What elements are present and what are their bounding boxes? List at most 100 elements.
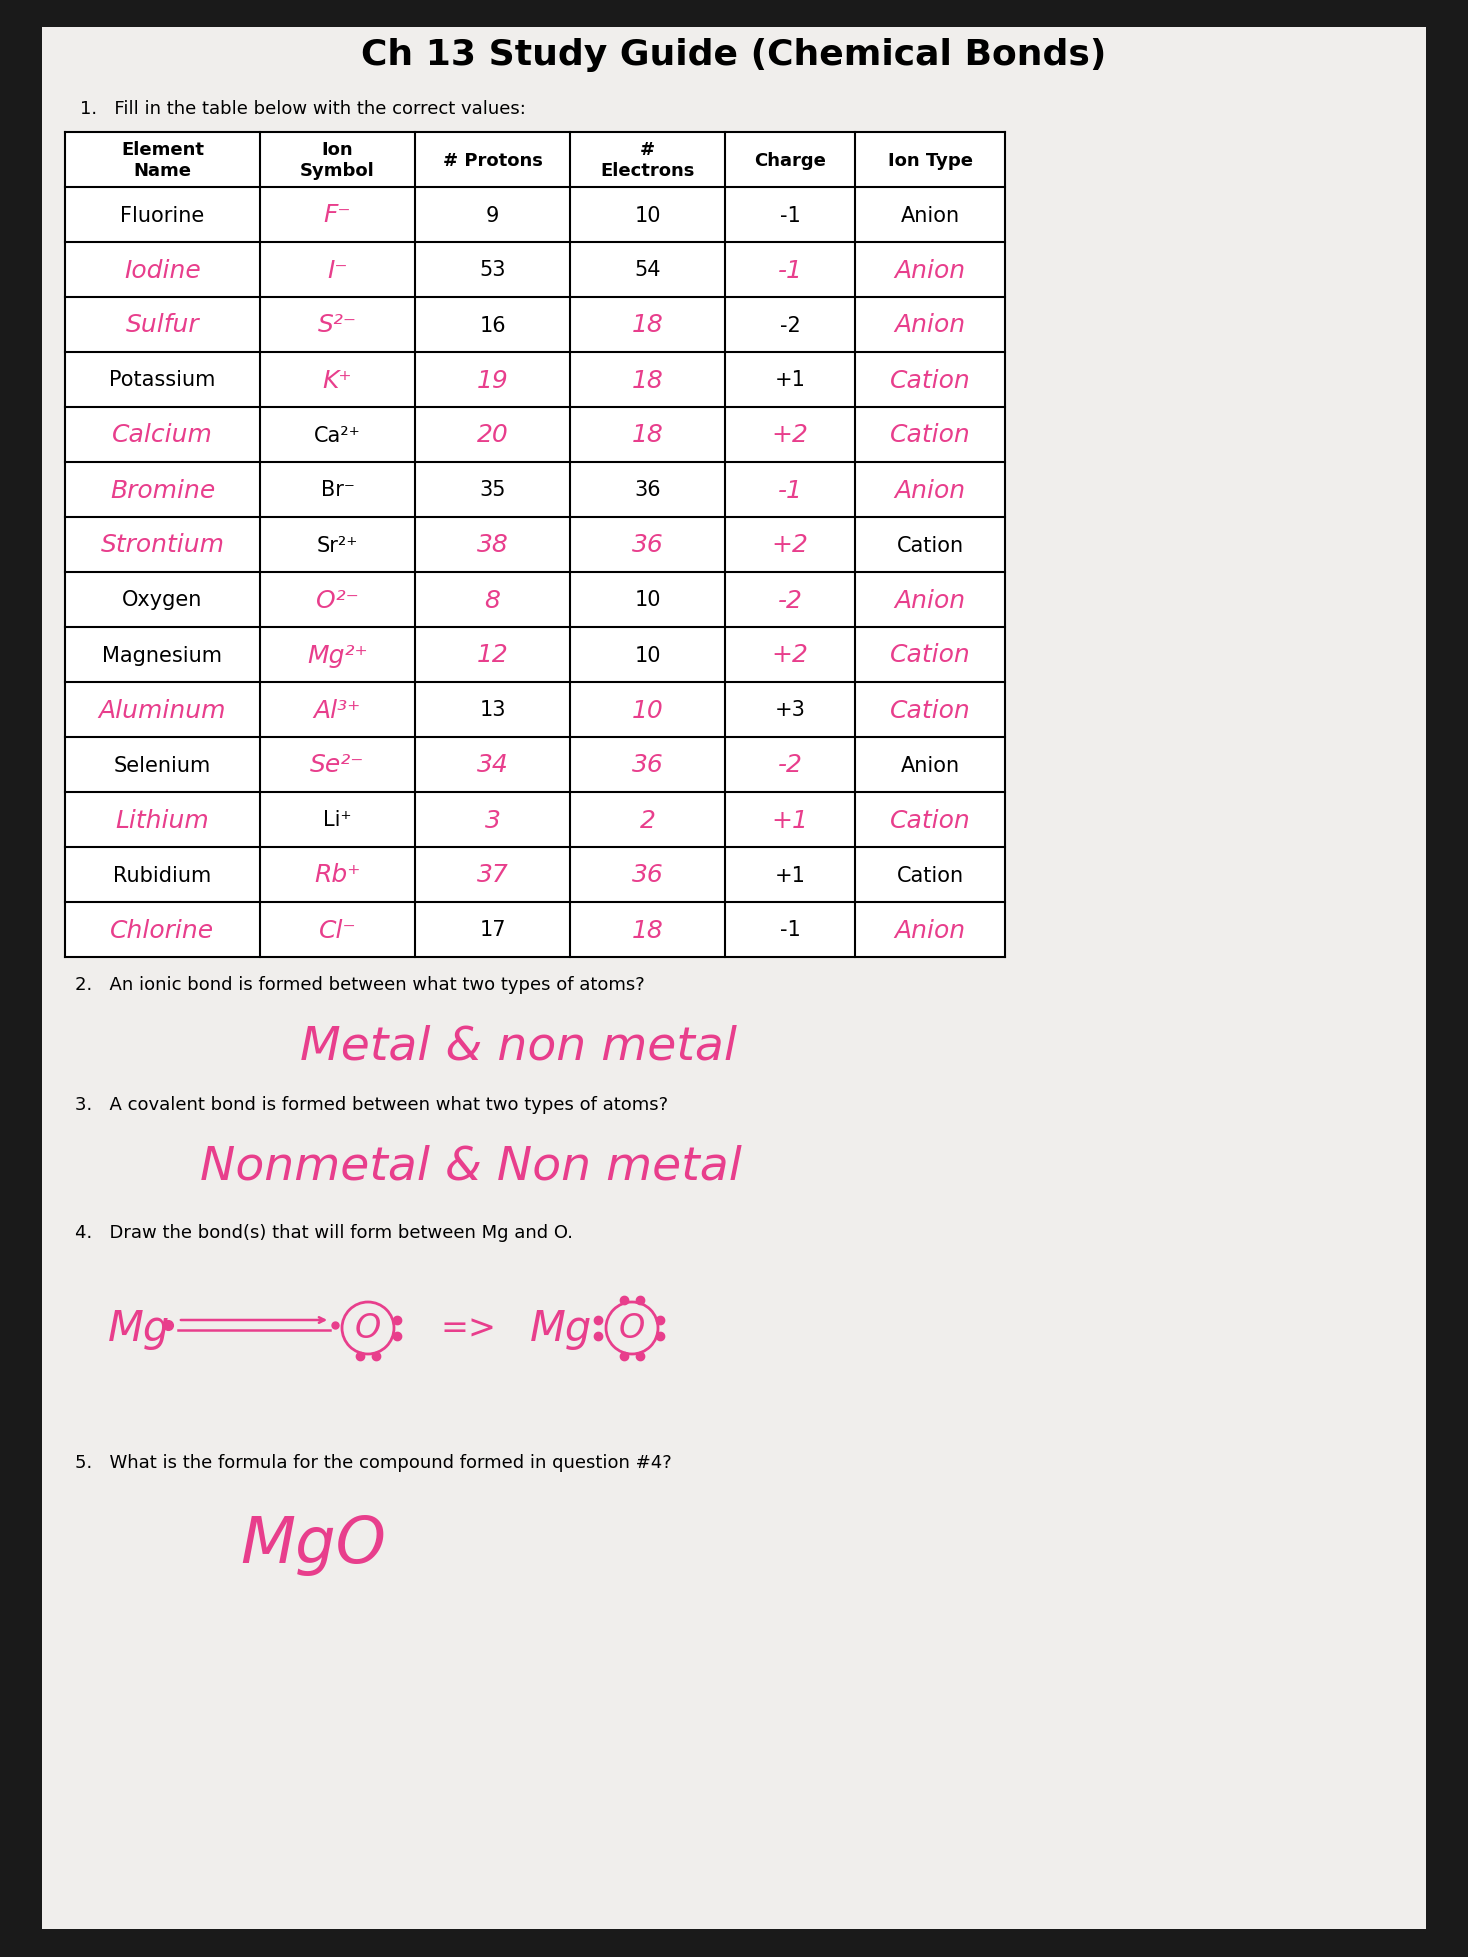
- Text: 9: 9: [486, 205, 499, 225]
- Text: 12: 12: [477, 644, 508, 667]
- Text: 37: 37: [477, 863, 508, 887]
- Text: S²⁻: S²⁻: [319, 313, 357, 337]
- Text: Mg: Mg: [109, 1307, 170, 1348]
- Bar: [65, 133, 1006, 957]
- Text: +1: +1: [775, 370, 806, 389]
- Text: +1: +1: [772, 808, 809, 832]
- Text: +2: +2: [772, 423, 809, 448]
- Text: O: O: [355, 1311, 382, 1344]
- Text: Selenium: Selenium: [115, 755, 211, 775]
- Text: Magnesium: Magnesium: [103, 646, 223, 665]
- Text: Anion: Anion: [894, 918, 966, 941]
- Text: Anion: Anion: [894, 478, 966, 503]
- Text: 54: 54: [634, 260, 661, 280]
- Text: 10: 10: [631, 699, 664, 722]
- Text: +2: +2: [772, 644, 809, 667]
- Text: Bromine: Bromine: [110, 478, 216, 503]
- Text: 13: 13: [479, 701, 506, 720]
- Text: Element
Name: Element Name: [120, 141, 204, 180]
- Text: Anion: Anion: [900, 755, 960, 775]
- Text: Chlorine: Chlorine: [110, 918, 214, 941]
- Text: 4.   Draw the bond(s) that will form between Mg and O.: 4. Draw the bond(s) that will form betwe…: [75, 1223, 573, 1241]
- Text: 17: 17: [479, 920, 506, 939]
- Text: 10: 10: [634, 591, 661, 611]
- Text: Iodine: Iodine: [125, 258, 201, 282]
- Text: 38: 38: [477, 532, 508, 558]
- Text: Anion: Anion: [900, 205, 960, 225]
- Text: Cl⁻: Cl⁻: [319, 918, 357, 941]
- Text: Sr²⁺: Sr²⁺: [317, 534, 358, 556]
- Text: Li⁺: Li⁺: [323, 810, 352, 830]
- Text: 36: 36: [631, 863, 664, 887]
- Text: 5.   What is the formula for the compound formed in question #4?: 5. What is the formula for the compound …: [75, 1454, 672, 1472]
- Text: Metal & non metal: Metal & non metal: [299, 1024, 737, 1069]
- Text: Br⁻: Br⁻: [320, 479, 354, 501]
- Text: +3: +3: [775, 701, 806, 720]
- Text: Anion: Anion: [894, 589, 966, 613]
- Text: K⁺: K⁺: [323, 368, 352, 391]
- Text: F⁻: F⁻: [323, 204, 351, 227]
- Text: +1: +1: [775, 865, 806, 885]
- Text: Mg: Mg: [530, 1307, 592, 1348]
- Text: Cation: Cation: [890, 699, 970, 722]
- Text: =>: =>: [440, 1311, 496, 1344]
- Text: Sulfur: Sulfur: [126, 313, 200, 337]
- Text: Lithium: Lithium: [116, 808, 210, 832]
- Text: I⁻: I⁻: [327, 258, 348, 282]
- Text: Cation: Cation: [897, 865, 963, 885]
- Text: 10: 10: [634, 205, 661, 225]
- Text: -2: -2: [778, 753, 803, 777]
- Text: O²⁻: O²⁻: [316, 589, 360, 613]
- Text: 20: 20: [477, 423, 508, 448]
- Text: Ion
Symbol: Ion Symbol: [299, 141, 374, 180]
- Text: -1: -1: [778, 478, 803, 503]
- Text: Aluminum: Aluminum: [98, 699, 226, 722]
- Text: Cation: Cation: [890, 644, 970, 667]
- Text: -2: -2: [780, 315, 800, 335]
- Text: Calcium: Calcium: [112, 423, 213, 448]
- Text: O: O: [619, 1311, 644, 1344]
- Text: 8: 8: [484, 589, 501, 613]
- Text: Cation: Cation: [890, 808, 970, 832]
- Text: -1: -1: [778, 258, 803, 282]
- Text: 2.   An ionic bond is formed between what two types of atoms?: 2. An ionic bond is formed between what …: [75, 975, 644, 994]
- Text: Oxygen: Oxygen: [122, 591, 203, 611]
- Text: -1: -1: [780, 205, 800, 225]
- Text: Rb⁺: Rb⁺: [314, 863, 361, 887]
- Text: 1.   Fill in the table below with the correct values:: 1. Fill in the table below with the corr…: [79, 100, 526, 117]
- Text: 3.   A covalent bond is formed between what two types of atoms?: 3. A covalent bond is formed between wha…: [75, 1096, 668, 1114]
- Text: Nonmetal & Non metal: Nonmetal & Non metal: [200, 1143, 741, 1188]
- Text: Ca²⁺: Ca²⁺: [314, 425, 361, 446]
- Text: MgO: MgO: [239, 1513, 386, 1575]
- Text: # Protons: # Protons: [442, 151, 543, 170]
- Text: +2: +2: [772, 532, 809, 558]
- Text: 19: 19: [477, 368, 508, 391]
- Text: -1: -1: [780, 920, 800, 939]
- Text: Ion Type: Ion Type: [888, 151, 972, 170]
- Text: Anion: Anion: [894, 258, 966, 282]
- Text: 18: 18: [631, 918, 664, 941]
- Text: 16: 16: [479, 315, 506, 335]
- Text: 2: 2: [640, 808, 655, 832]
- Text: Se²⁻: Se²⁻: [310, 753, 364, 777]
- Text: Rubidium: Rubidium: [113, 865, 211, 885]
- Text: Charge: Charge: [755, 151, 826, 170]
- Text: 34: 34: [477, 753, 508, 777]
- Text: Potassium: Potassium: [109, 370, 216, 389]
- Text: Al³⁺: Al³⁺: [314, 699, 361, 722]
- Text: 36: 36: [634, 479, 661, 501]
- Text: 53: 53: [479, 260, 506, 280]
- Text: 36: 36: [631, 532, 664, 558]
- Text: -2: -2: [778, 589, 803, 613]
- Text: 35: 35: [479, 479, 506, 501]
- Text: 18: 18: [631, 313, 664, 337]
- Text: #
Electrons: # Electrons: [600, 141, 694, 180]
- Text: Fluorine: Fluorine: [120, 205, 204, 225]
- Text: Mg²⁺: Mg²⁺: [307, 644, 368, 667]
- Text: Ch 13 Study Guide (Chemical Bonds): Ch 13 Study Guide (Chemical Bonds): [361, 37, 1107, 72]
- Text: 18: 18: [631, 368, 664, 391]
- Text: Strontium: Strontium: [100, 532, 225, 558]
- Text: 10: 10: [634, 646, 661, 665]
- Text: Cation: Cation: [890, 368, 970, 391]
- Text: 36: 36: [631, 753, 664, 777]
